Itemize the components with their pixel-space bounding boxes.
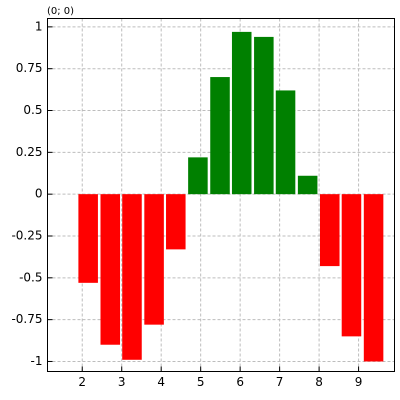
x-tick-label: 4: [157, 375, 165, 389]
bar: [297, 175, 318, 195]
y-tick-label: -0.25: [11, 228, 42, 242]
bar: [254, 36, 274, 195]
y-tick-label: 0.25: [16, 145, 43, 159]
y-tick-label: 0.75: [16, 61, 43, 75]
bar: [231, 31, 252, 195]
bar: [188, 157, 208, 195]
x-tick-label: 8: [315, 375, 323, 389]
plot-frame: [47, 18, 395, 372]
y-tick-label: 0: [35, 187, 43, 201]
x-tick-label: 5: [197, 375, 205, 389]
bar: [210, 77, 230, 195]
bar: [144, 194, 164, 325]
x-tick-label: 3: [118, 375, 126, 389]
x-tick-label: 6: [236, 375, 244, 389]
x-tick-label: 9: [355, 375, 363, 389]
bar: [341, 194, 362, 337]
y-tick-label: -0.75: [11, 312, 42, 326]
y-tick-label: -0.5: [19, 270, 42, 284]
bar: [100, 194, 121, 345]
bar: [363, 194, 384, 362]
y-tick-label: -1: [31, 354, 43, 368]
x-tick-label: 2: [78, 375, 86, 389]
bar: [122, 194, 142, 360]
bar: [78, 194, 98, 283]
x-tick-label: 7: [276, 375, 284, 389]
cursor-readout: (0; 0): [47, 6, 74, 17]
y-tick-label: 1: [35, 19, 43, 33]
bar: [275, 90, 296, 195]
y-tick-label: 0.5: [23, 103, 42, 117]
bar: [166, 194, 186, 250]
bar: [319, 194, 340, 267]
